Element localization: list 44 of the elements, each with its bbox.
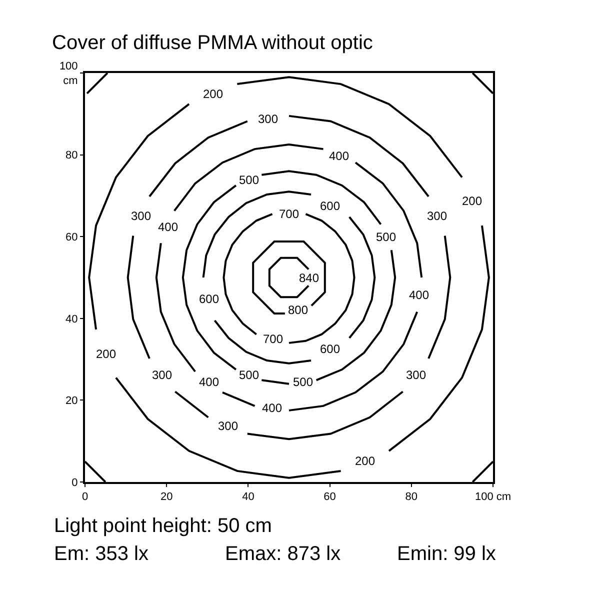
series-label: 700 — [279, 207, 300, 221]
text: 200 — [462, 194, 482, 208]
text: Light point height: 50 cm — [54, 515, 272, 537]
text: Emax: 873 lx — [225, 543, 341, 565]
text: 400 — [158, 220, 178, 234]
y-tick-label: 100 cm — [59, 60, 78, 87]
y-tick-label: 60 — [66, 231, 78, 244]
text: Emin: 99 lx — [397, 543, 496, 565]
y-tick-label: 20 — [66, 395, 78, 408]
text: 300 — [152, 368, 172, 382]
x-tick-label: 60 — [324, 491, 336, 504]
text: 600 — [320, 199, 340, 213]
series-label: 200 — [355, 454, 376, 468]
x-tick-label: 20 — [160, 491, 173, 504]
text: 400 — [329, 149, 350, 163]
series-label: 600 — [320, 342, 340, 356]
series-label: 800 — [288, 303, 308, 317]
y-tick-label: 40 — [66, 313, 78, 326]
text: 700 — [263, 332, 284, 346]
chart-title: Cover of diffuse PMMA without optic — [52, 32, 373, 54]
series-label: 500 — [239, 368, 260, 382]
text: 300 — [406, 368, 426, 382]
text: Em: 353 lx — [54, 543, 148, 565]
text: 300 — [258, 112, 278, 126]
text: 200 — [203, 87, 224, 101]
series-label: 840 — [299, 271, 320, 285]
text: 500 — [293, 375, 314, 389]
text: 300 — [131, 209, 152, 223]
x-tick-label: 40 — [242, 491, 254, 504]
x-tick-label: 100 cm — [474, 491, 512, 504]
line-series — [252, 240, 326, 314]
text: 500 — [239, 173, 260, 187]
y-tick-label: 80 — [66, 150, 78, 162]
text: 300 — [427, 209, 448, 223]
x-tick-label: 80 — [405, 491, 418, 504]
x-tick-label: 0 — [82, 491, 88, 504]
text: 600 — [199, 292, 220, 306]
text: 400 — [409, 288, 430, 302]
text: 400 — [262, 401, 282, 415]
series-label: 300 — [218, 419, 238, 433]
text: 200 — [96, 347, 116, 361]
text: 500 — [376, 230, 396, 244]
series-label: 400 — [199, 375, 220, 389]
y-tick-label: 0 — [72, 476, 78, 489]
